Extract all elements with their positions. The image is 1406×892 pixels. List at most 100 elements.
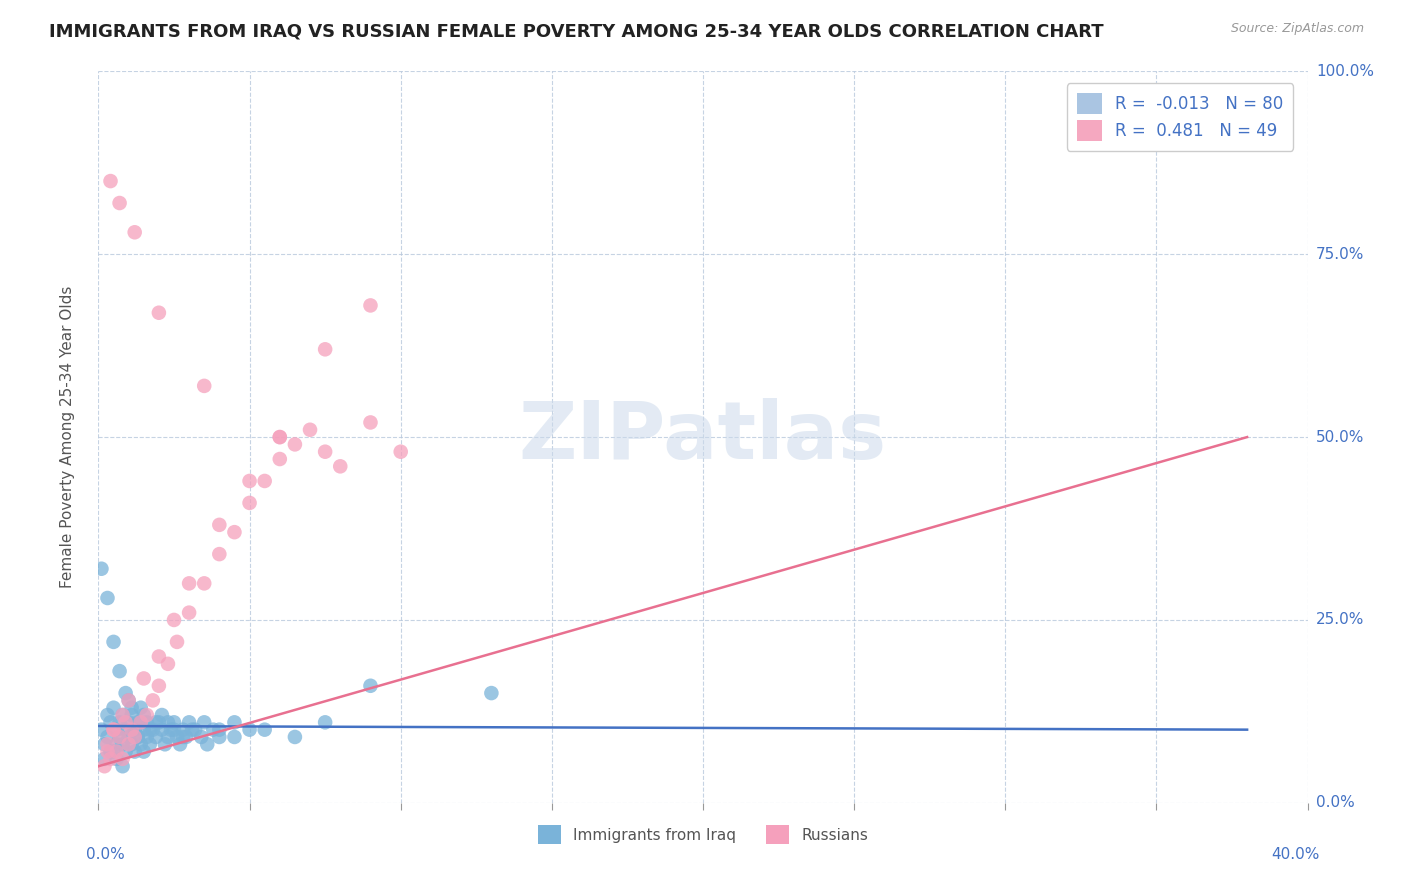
Point [156,715,179,730]
Point [142,693,165,707]
Point [103,745,125,759]
Point [172,723,194,737]
Point [174,730,197,744]
Point [184,723,207,737]
Point [269,430,291,444]
Point [360,298,382,312]
Point [135,715,157,730]
Point [103,700,125,714]
Point [121,700,143,714]
Point [118,693,141,707]
Point [100,752,122,766]
Point [96,737,118,751]
Text: ZIPatlas: ZIPatlas [519,398,887,476]
Point [105,737,128,751]
Text: 25.0%: 25.0% [1316,613,1364,627]
Point [129,715,152,730]
Point [118,715,141,730]
Point [103,723,125,737]
Text: 50.0%: 50.0% [1316,430,1364,444]
Point [142,723,165,737]
Point [111,737,134,751]
Point [360,416,382,430]
Point [132,708,155,723]
Point [156,730,179,744]
Point [100,745,122,759]
Point [132,672,155,686]
Point [208,517,231,532]
Point [127,730,149,744]
Point [121,737,143,751]
Point [114,745,136,759]
Point [190,730,212,744]
Text: 0.0%: 0.0% [86,847,125,862]
Point [111,759,134,773]
Point [114,723,136,737]
Point [135,730,157,744]
Point [179,576,201,591]
Point [132,745,155,759]
Text: IMMIGRANTS FROM IRAQ VS RUSSIAN FEMALE POVERTY AMONG 25-34 YEAR OLDS CORRELATION: IMMIGRANTS FROM IRAQ VS RUSSIAN FEMALE P… [49,22,1104,40]
Point [169,737,191,751]
Point [90,562,112,576]
Text: 100.0%: 100.0% [1316,64,1374,78]
Point [166,635,188,649]
Point [111,708,134,723]
Point [127,730,149,744]
Point [103,635,125,649]
Point [314,715,336,730]
Point [179,715,201,730]
Point [145,715,167,730]
Point [118,737,141,751]
Point [153,737,176,751]
Point [284,437,307,451]
Point [224,730,246,744]
Point [105,723,128,737]
Point [114,686,136,700]
Point [90,723,112,737]
Point [389,444,412,458]
Point [193,576,215,591]
Point [108,196,131,211]
Point [314,343,336,357]
Point [166,730,188,744]
Point [239,723,262,737]
Point [163,723,186,737]
Point [135,708,157,723]
Point [139,723,162,737]
Point [239,474,262,488]
Point [284,730,307,744]
Point [124,225,146,239]
Point [132,723,155,737]
Point [148,649,170,664]
Point [193,379,215,393]
Point [96,745,118,759]
Point [156,657,179,671]
Point [103,723,125,737]
Point [208,723,231,737]
Point [208,730,231,744]
Point [124,730,146,744]
Point [121,708,143,723]
Point [160,723,183,737]
Point [145,730,167,744]
Point [118,730,141,744]
Point [179,606,201,620]
Point [150,723,173,737]
Point [314,444,336,458]
Point [239,496,262,510]
Point [208,547,231,561]
Text: Source: ZipAtlas.com: Source: ZipAtlas.com [1230,22,1364,36]
Point [269,452,291,467]
Point [121,723,143,737]
Point [93,759,115,773]
Point [114,715,136,730]
Point [224,525,246,540]
Point [129,715,152,730]
Point [111,708,134,723]
Point [124,745,146,759]
Point [360,679,382,693]
Legend: Immigrants from Iraq, Russians: Immigrants from Iraq, Russians [531,819,875,850]
Point [108,730,131,744]
Point [105,752,128,766]
